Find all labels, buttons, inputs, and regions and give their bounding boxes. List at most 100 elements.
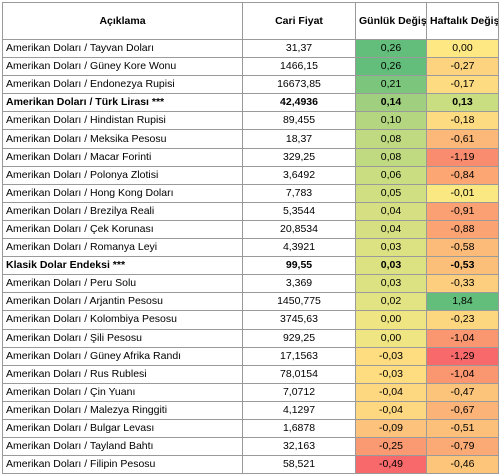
table-row: Amerikan Doları / Macar Forinti 329,25 0,0… [2, 147, 499, 167]
row-price: 3745,63 [242, 310, 356, 330]
row-name: Amerikan Doları / Endonezya Rupisi [2, 75, 243, 95]
row-daily-change: 0,10 [355, 111, 427, 131]
row-price: 329,25 [242, 147, 356, 167]
table-row: Amerikan Doları / Filipin Pesosu 58,521 -0… [2, 455, 499, 475]
row-daily-change: 0,03 [355, 238, 427, 258]
table-row: Amerikan Doları / Hindistan Rupisi 89,455… [2, 111, 499, 131]
table-row: Amerikan Doları / Romanya Leyi 4,3921 0,03… [2, 238, 499, 258]
row-weekly-change: 0,00 [426, 38, 499, 59]
row-weekly-change: -0,27 [426, 57, 499, 77]
row-weekly-change: -0,91 [426, 201, 499, 221]
row-price: 1450,775 [242, 292, 356, 312]
table-body: Amerikan Doları / Tayvan Doları 31,37 0,26… [2, 38, 499, 475]
table-row: Amerikan Doları / Hong Kong Doları 7,783 0… [2, 183, 499, 203]
row-price: 99,55 [242, 256, 356, 276]
table-row: Klasik Dolar Endeksi *** 99,55 0,03 -0,53 [2, 256, 499, 276]
row-daily-change: 0,03 [355, 256, 427, 276]
row-weekly-change: -0,67 [426, 400, 499, 420]
table-row: Amerikan Doları / Şili Pesosu 929,25 0,00-… [2, 328, 499, 348]
row-name: Amerikan Doları / Meksika Pesosu [2, 129, 243, 149]
row-daily-change: -0,04 [355, 382, 427, 402]
row-name: Amerikan Doları / Brezilya Reali [2, 201, 243, 221]
row-weekly-change: -0,79 [426, 437, 499, 457]
row-price: 78,0154 [242, 364, 356, 384]
row-price: 20,8534 [242, 219, 356, 240]
row-daily-change: 0,03 [355, 274, 427, 294]
table-row: Amerikan Doları / Rus Rublesi 78,0154 -0,0… [2, 364, 499, 384]
row-name: Amerikan Doları / Tayland Bahtı [2, 437, 243, 457]
row-price: 929,25 [242, 328, 356, 348]
row-name: Amerikan Doları / Şili Pesosu [2, 328, 243, 348]
row-price: 7,783 [242, 183, 356, 203]
table-row: Amerikan Doları / Peru Solu 3,369 0,03 -0,3… [2, 274, 499, 294]
table-row: Amerikan Doları / Malezya Ringgiti 4,1297… [2, 400, 499, 420]
table-row: Amerikan Doları / Güney Kore Wonu 1466,15… [2, 57, 499, 77]
row-daily-change: 0,26 [355, 57, 427, 77]
row-weekly-change: -0,18 [426, 111, 499, 131]
table-row: Amerikan Doları / Bulgar Levası 1,6878 -0,… [2, 418, 499, 439]
row-weekly-change: -0,61 [426, 129, 499, 149]
row-price: 4,3921 [242, 238, 356, 258]
table-row: Amerikan Doları / Güney Afrika Randı 17,1… [2, 346, 499, 366]
row-weekly-change: -0,01 [426, 183, 499, 203]
row-daily-change: 0,21 [355, 75, 427, 95]
table-row: Amerikan Doları / Çin Yuanı 7,0712 -0,04 -0… [2, 382, 499, 402]
row-weekly-change: -0,23 [426, 310, 499, 330]
row-daily-change: 0,06 [355, 165, 427, 185]
row-name: Amerikan Doları / Macar Forinti [2, 147, 243, 167]
row-name: Amerikan Doları / Güney Kore Wonu [2, 57, 243, 77]
row-price: 1,6878 [242, 418, 356, 439]
row-price: 31,37 [242, 38, 356, 59]
row-daily-change: 0,26 [355, 38, 427, 59]
row-weekly-change: -0,33 [426, 274, 499, 294]
row-price: 3,6492 [242, 165, 356, 185]
row-name: Klasik Dolar Endeksi *** [2, 256, 243, 276]
row-daily-change: 0,00 [355, 328, 427, 348]
header-row: Açıklama Cari Fiyat Günlük Değişim (%) H… [2, 2, 499, 40]
row-name: Amerikan Doları / Bulgar Levası [2, 418, 243, 439]
table-row: Amerikan Doları / Arjantin Pesosu 1450,77… [2, 292, 499, 312]
row-weekly-change: -0,47 [426, 382, 499, 402]
row-weekly-change: -1,29 [426, 346, 499, 366]
table-row: Amerikan Doları / Kolombiya Pesosu 3745,6… [2, 310, 499, 330]
row-price: 4,1297 [242, 400, 356, 420]
row-weekly-change: -0,88 [426, 219, 499, 240]
row-daily-change: 0,02 [355, 292, 427, 312]
row-name: Amerikan Doları / Hong Kong Doları [2, 183, 243, 203]
row-weekly-change: -1,04 [426, 364, 499, 384]
row-daily-change: 0,04 [355, 219, 427, 240]
row-name: Amerikan Doları / Çin Yuanı [2, 382, 243, 402]
row-name: Amerikan Doları / Romanya Leyi [2, 238, 243, 258]
table-row: Amerikan Doları / Brezilya Reali 5,3544 0,… [2, 201, 499, 221]
row-weekly-change: -1,04 [426, 328, 499, 348]
row-daily-change: 0,00 [355, 310, 427, 330]
row-name: Amerikan Doları / Arjantin Pesosu [2, 292, 243, 312]
table-row: Amerikan Doları / Endonezya Rupisi 16673,… [2, 75, 499, 95]
row-name: Amerikan Doları / Çek Korunası [2, 219, 243, 240]
row-name: Amerikan Doları / Malezya Ringgiti [2, 400, 243, 420]
row-price: 3,369 [242, 274, 356, 294]
table-row: Amerikan Doları / Çek Korunası 20,8534 0,0… [2, 219, 499, 240]
header-daily-change: Günlük Değişim (%) [355, 2, 427, 40]
row-weekly-change: -0,51 [426, 418, 499, 439]
row-daily-change: -0,03 [355, 346, 427, 366]
row-weekly-change: -0,58 [426, 238, 499, 258]
row-name: Amerikan Doları / Tayvan Doları [2, 38, 243, 59]
row-daily-change: 0,14 [355, 93, 427, 113]
row-daily-change: 0,05 [355, 183, 427, 203]
row-price: 17,1563 [242, 346, 356, 366]
row-name: Amerikan Doları / Türk Lirası *** [2, 93, 243, 113]
row-weekly-change: -0,46 [426, 455, 499, 475]
table-row: Amerikan Doları / Türk Lirası *** 42,4936… [2, 93, 499, 113]
row-name: Amerikan Doları / Rus Rublesi [2, 364, 243, 384]
row-daily-change: 0,08 [355, 129, 427, 149]
row-name: Amerikan Doları / Filipin Pesosu [2, 455, 243, 475]
row-weekly-change: 0,13 [426, 93, 499, 113]
row-price: 89,455 [242, 111, 356, 131]
row-daily-change: -0,49 [355, 455, 427, 475]
row-daily-change: -0,09 [355, 418, 427, 439]
table-row: Amerikan Doları / Tayvan Doları 31,37 0,26… [2, 38, 499, 59]
row-daily-change: -0,25 [355, 437, 427, 457]
row-daily-change: -0,04 [355, 400, 427, 420]
